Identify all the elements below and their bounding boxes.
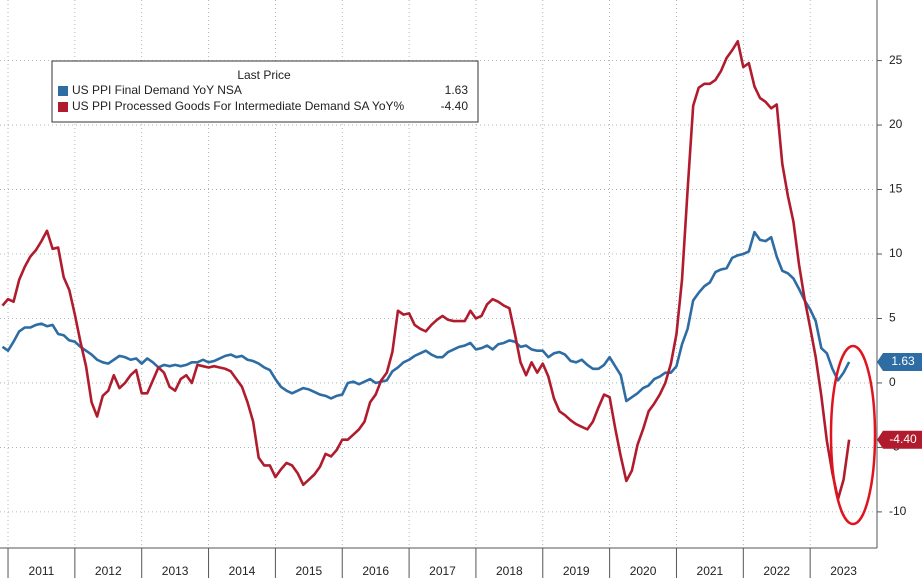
legend-value: -4.40	[441, 99, 469, 113]
x-tick-label: 2018	[496, 564, 523, 578]
last-value-tag: 1.63	[877, 352, 922, 371]
y-tick-label: 0	[889, 375, 896, 389]
legend-title: Last Price	[237, 68, 291, 82]
legend-label: US PPI Processed Goods For Intermediate …	[72, 99, 405, 113]
x-tick-label: 2020	[630, 564, 657, 578]
x-tick-label: 2022	[763, 564, 790, 578]
x-tick-label: 2013	[162, 564, 189, 578]
x-tick-label: 2016	[362, 564, 389, 578]
highlight-ellipse	[829, 344, 877, 526]
x-tick-label: 2023	[830, 564, 857, 578]
x-tick-label: 2017	[429, 564, 456, 578]
x-tick-label: 2019	[563, 564, 590, 578]
legend-box	[51, 60, 479, 123]
legend-label: US PPI Final Demand YoY NSA	[72, 83, 242, 97]
series-line	[1, 39, 851, 501]
y-tick-label: 15	[889, 182, 903, 196]
y-tick-label: 10	[889, 246, 903, 260]
y-tick-label: 25	[889, 53, 903, 67]
x-tick-label: 2011	[29, 564, 55, 578]
legend-swatch	[58, 102, 68, 112]
last-value-tag-shape	[877, 430, 922, 449]
x-tick-label: 2021	[697, 564, 724, 578]
legend-swatch	[58, 86, 68, 96]
last-value-tag-shape	[877, 352, 922, 371]
y-tick-label: -10	[889, 504, 907, 518]
x-tick-label: 2014	[229, 564, 256, 578]
last-value-tag: -4.40	[877, 430, 922, 449]
y-tick-label: 20	[889, 117, 903, 131]
y-tick-label: 5	[889, 311, 896, 325]
x-tick-label: 2012	[95, 564, 122, 578]
x-tick-label: 2015	[295, 564, 322, 578]
legend: Last Price US PPI Final Demand YoY NSA 1.…	[51, 60, 479, 123]
last-value-tag-label: -4.40	[889, 432, 917, 446]
legend-value: 1.63	[445, 83, 469, 97]
series-line	[1, 230, 851, 403]
last-value-tag-label: 1.63	[891, 354, 915, 368]
